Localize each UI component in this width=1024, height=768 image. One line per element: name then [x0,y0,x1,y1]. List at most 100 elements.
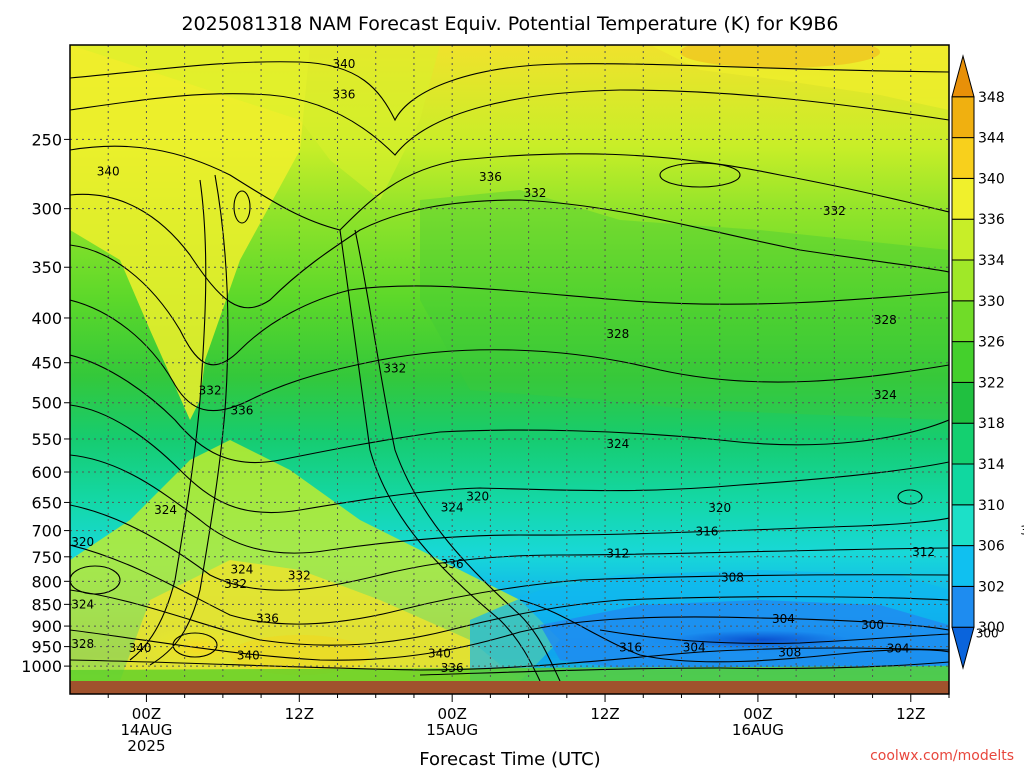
colorbar-tick-label: 322 [978,375,1005,391]
x-tick-label: 14AUG [120,721,172,739]
theta-e-field [70,45,949,681]
gridlines [70,45,950,681]
colorbar-segment [951,585,975,628]
contour-label: 312 [912,545,935,559]
colorbar-segment [951,626,975,670]
colorbar-segment [951,545,975,587]
contour-label: 304 [683,640,706,654]
colorbar-segment [951,177,975,220]
contour-label: 312 [606,547,629,561]
contour-label: 304 [772,612,795,626]
contour-label: 340 [428,647,451,661]
contour-label: 336 [441,557,464,571]
colorbar-tick-label: 302 [978,579,1005,595]
contour-label: 332 [524,186,547,200]
colorbar-tick-label: 330 [978,294,1005,310]
colorbar-segment [951,504,975,547]
contour-label: 324 [154,503,177,517]
y-tick-label: 700 [31,522,62,541]
contour-label: 336 [256,611,279,625]
contour-lines [70,61,949,681]
x-tick-label: 2025 [127,737,165,755]
chart-title: 2025081318 NAM Forecast Equiv. Potential… [181,13,838,35]
contour-label: 340 [97,164,120,178]
contour-label: 332 [823,204,846,218]
y-tick-label: 250 [31,130,62,149]
y-tick-label: 1000 [21,657,62,676]
ground-strip [70,681,949,694]
contour-label: 340 [129,641,152,655]
colorbar-segment [951,96,975,139]
contour-label: 324 [231,563,254,577]
colorbar-tick-label: 334 [978,253,1005,269]
y-tick-label: 400 [31,309,62,328]
x-tick-label: 16AUG [732,721,784,739]
y-tick-label: 500 [31,394,62,413]
contour-label: 336 [332,87,355,101]
contour-label: 320 [708,501,731,515]
contour-label: 316 [1020,524,1024,538]
contour-label: 300 [861,618,884,632]
y-tick-label: 750 [31,548,62,567]
contour-label: 336 [441,661,464,675]
x-tick-label: 12Z [590,705,619,723]
x-axis-label: Forecast Time (UTC) [419,749,600,768]
colorbar-segment [951,137,975,179]
y-tick-label: 950 [31,638,62,657]
colorbar-tick-label: 340 [978,171,1005,187]
contour-label: 324 [441,501,464,515]
y-tick-label: 800 [31,572,62,591]
y-tick-label: 350 [31,258,62,277]
colorbar-segment [951,422,975,465]
y-tick-label: 850 [31,595,62,614]
y-tick-label: 550 [31,430,62,449]
y-tick-label: 900 [31,617,62,636]
contour-label: 328 [874,313,897,327]
contour-label: 320 [71,535,94,549]
contour-label: 332 [383,362,406,376]
contour-label: 328 [606,327,629,341]
x-tick-label: 00Z [743,705,772,723]
plot-frame [69,44,950,695]
contour-label: 336 [231,403,254,417]
colorbar-tick-label: 318 [978,416,1005,432]
contour-label: 304 [887,642,910,656]
contour-label: 308 [721,571,744,585]
y-tick-label: 600 [31,463,62,482]
colorbar-tick-label: 306 [978,539,1005,555]
credit-text: coolwx.com/modelts [870,748,1014,764]
y-tick-label: 300 [31,200,62,219]
colorbar-segment [951,341,975,383]
contour-label: 324 [606,437,629,451]
colorbar-segment [951,463,975,506]
colorbar-segment [951,218,975,261]
x-tick-label: 00Z [437,705,466,723]
colorbar-tick-label: 336 [978,212,1005,228]
contour-label: 340 [237,649,260,663]
colorbar-tick-label: 326 [978,335,1005,351]
colorbar-segment [951,300,975,343]
x-tick-label: 15AUG [426,721,478,739]
contour-label: 320 [466,490,489,504]
x-tick-label: 12Z [285,705,314,723]
contour-label: 324 [874,388,897,402]
colorbar-tick-label: 348 [978,90,1005,106]
contour-label: 332 [224,577,247,591]
contour-label: 316 [696,525,719,539]
y-axis: 250 300 350 400 450 500 550 600 650 700 750 800 850 9… [21,130,70,676]
contour-label: 332 [199,383,222,397]
contour-label: 300 [976,627,999,641]
colorbar-tick-label: 310 [978,498,1005,514]
colorbar-tick-label: 344 [978,131,1005,147]
colorbar: 300 302 306 310 314 318 322 326 330 334 336 340 344 3… [951,54,1005,670]
contour-label: 324 [71,597,94,611]
colorbar-segment [951,259,975,302]
colorbar-segment [951,381,975,424]
y-tick-label: 450 [31,354,62,373]
contour-label: 328 [71,637,94,651]
colorbar-tick-label: 300 [978,620,1005,636]
x-axis: 00Z14AUG202512Z00Z15AUG12Z00Z16AUG12Z00Z… [107,694,950,755]
contour-label: 316 [619,640,642,654]
contour-label: 340 [332,57,355,71]
